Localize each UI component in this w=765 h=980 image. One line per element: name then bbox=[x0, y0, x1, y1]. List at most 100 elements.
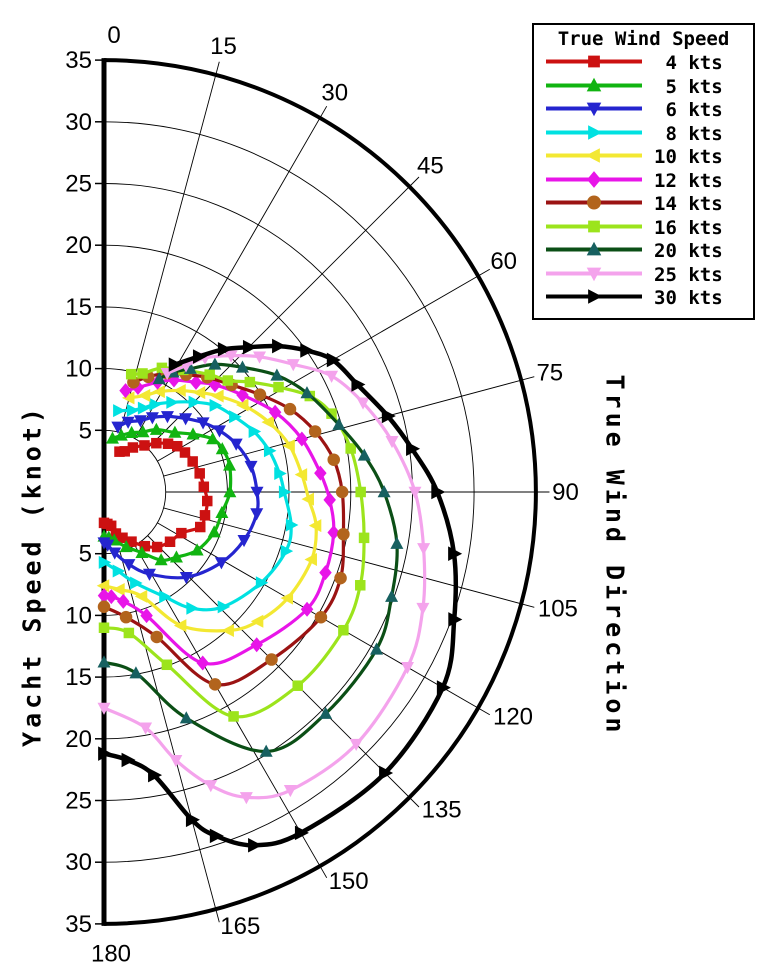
legend-marker-sample bbox=[546, 220, 642, 232]
series-marker-triangle-right bbox=[166, 395, 179, 409]
radial-tick-label: 5 bbox=[79, 541, 92, 568]
series-marker-triangle-down bbox=[160, 411, 174, 424]
radial-tick-label: 30 bbox=[65, 849, 92, 876]
series-marker-circle bbox=[253, 388, 267, 401]
angular-axis-title: True Wind Direction bbox=[600, 374, 630, 737]
series-marker-triangle-down bbox=[253, 351, 267, 364]
series-marker-circle bbox=[283, 402, 297, 416]
series-marker-triangle-down bbox=[142, 568, 156, 581]
series-marker-triangle-up bbox=[152, 371, 166, 385]
legend-marker-sample bbox=[546, 267, 642, 281]
series-marker-diamond bbox=[300, 601, 314, 617]
series-marker-triangle-down bbox=[239, 792, 253, 805]
legend-item-label: 12 kts bbox=[654, 169, 723, 192]
series-marker-triangle-up bbox=[390, 536, 404, 549]
angular-tick-label: 105 bbox=[538, 595, 578, 622]
series-marker-triangle-left bbox=[282, 439, 295, 453]
series-marker-triangle-right bbox=[588, 124, 603, 140]
series-marker-triangle-up bbox=[168, 425, 182, 438]
series-marker-triangle-left bbox=[308, 519, 322, 533]
legend-item-label: 8 kts bbox=[654, 122, 723, 145]
series-marker-triangle-up bbox=[136, 425, 150, 438]
series-marker-triangle-up bbox=[179, 711, 193, 724]
grid-spoke bbox=[163, 507, 535, 608]
legend-marker-sample bbox=[546, 102, 642, 117]
series-marker-triangle-down bbox=[349, 738, 363, 752]
series-marker-triangle-right bbox=[186, 601, 199, 615]
series-marker-triangle-right bbox=[278, 485, 292, 499]
series-marker-triangle-down bbox=[416, 602, 430, 615]
series-marker-triangle-up bbox=[377, 485, 391, 498]
series-marker-triangle-up bbox=[97, 655, 111, 668]
series-marker-diamond bbox=[314, 465, 327, 481]
series-marker-square bbox=[358, 532, 370, 544]
angular-tick-label: 150 bbox=[329, 868, 369, 895]
series-marker-square bbox=[588, 55, 600, 68]
legend-item-8-kts: 8 kts bbox=[534, 121, 753, 145]
angular-tick-label: 165 bbox=[220, 913, 260, 940]
series-marker-circle bbox=[314, 611, 328, 624]
series-marker-square bbox=[162, 438, 174, 449]
series-line bbox=[103, 362, 399, 754]
legend: True Wind Speed 4 kts 5 kts 6 kts 8 kts 1… bbox=[532, 23, 755, 320]
series-marker-triangle-down bbox=[214, 557, 228, 570]
legend-item-16-kts: 16 kts bbox=[534, 215, 753, 239]
legend-rows: 4 kts 5 kts 6 kts 8 kts 10 kts 12 kts 14 kt… bbox=[534, 50, 753, 309]
series-marker-triangle-down bbox=[237, 534, 251, 548]
legend-item-label: 5 kts bbox=[654, 75, 723, 98]
series-marker-triangle-up bbox=[300, 386, 314, 399]
series-marker-triangle-up bbox=[332, 417, 346, 430]
series-marker-triangle-up bbox=[215, 442, 229, 455]
series-30-kts bbox=[98, 338, 463, 853]
series-marker-triangle-down bbox=[286, 359, 300, 372]
angular-tick-label: 180 bbox=[91, 941, 131, 968]
series-marker-diamond bbox=[250, 637, 263, 653]
series-marker-square bbox=[156, 362, 168, 374]
series-marker-square bbox=[228, 711, 239, 722]
series-marker-square bbox=[98, 517, 110, 529]
series-marker-triangle-right bbox=[351, 377, 366, 392]
series-marker-diamond bbox=[196, 655, 209, 671]
series-marker-triangle-right bbox=[130, 576, 143, 590]
series-marker-square bbox=[139, 440, 150, 451]
series-marker-triangle-down bbox=[204, 780, 218, 793]
series-marker-square bbox=[355, 486, 366, 498]
series-marker-triangle-down bbox=[244, 460, 258, 473]
series-marker-triangle-down bbox=[408, 486, 422, 499]
series-marker-square bbox=[125, 368, 137, 380]
series-marker-diamond bbox=[189, 374, 203, 390]
angular-tick-label: 60 bbox=[490, 248, 517, 275]
series-12-kts bbox=[97, 372, 340, 671]
grid-spoke bbox=[134, 105, 328, 439]
series-marker-square bbox=[194, 468, 205, 479]
series-marker-triangle-down bbox=[97, 702, 111, 715]
legend-item-label: 30 kts bbox=[654, 287, 723, 309]
series-marker-triangle-up bbox=[183, 361, 197, 374]
series-marker-triangle-right bbox=[137, 401, 151, 415]
series-marker-triangle-up bbox=[223, 485, 237, 498]
series-marker-triangle-up bbox=[270, 368, 284, 381]
series-marker-square bbox=[179, 447, 191, 458]
series-marker-triangle-left bbox=[173, 619, 187, 633]
series-line bbox=[103, 353, 427, 800]
series-marker-triangle-down bbox=[586, 102, 602, 117]
legend-item-20-kts: 20 kts bbox=[534, 238, 753, 262]
radial-tick-labels: 5 5 10 10 15 15 20 20 25 25 30 30 35 35 bbox=[65, 47, 104, 938]
legend-item-label: 6 kts bbox=[654, 99, 723, 121]
series-marker-square bbox=[114, 446, 125, 457]
radial-tick-label: 35 bbox=[65, 47, 92, 74]
series-marker-circle bbox=[119, 610, 133, 624]
series-25-kts bbox=[97, 350, 431, 805]
series-marker-triangle-down bbox=[417, 543, 431, 556]
legend-item-30-kts: 30 kts bbox=[534, 285, 753, 309]
grid-spoke bbox=[119, 61, 220, 433]
series-marker-circle bbox=[587, 195, 601, 210]
angular-tick-label: 135 bbox=[422, 797, 462, 824]
series-marker-triangle-up bbox=[586, 77, 602, 91]
series-marker-triangle-down bbox=[97, 537, 111, 550]
grid-spoke bbox=[157, 268, 491, 462]
series-marker-diamond bbox=[97, 588, 111, 604]
legend-marker-sample bbox=[546, 170, 642, 188]
series-marker-square bbox=[176, 527, 187, 539]
legend-item-14-kts: 14 kts bbox=[534, 191, 753, 215]
